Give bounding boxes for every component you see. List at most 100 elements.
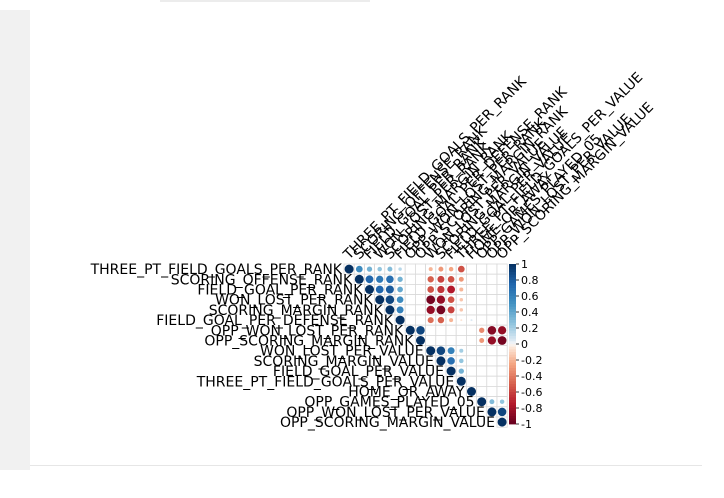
colorbar-tick-label: -0.4 bbox=[521, 370, 542, 383]
top-divider bbox=[160, 0, 370, 2]
row-label: HOME_OR_AWAY bbox=[348, 385, 465, 401]
colorbar-tick-label: 0.8 bbox=[521, 274, 539, 287]
row-label: FIELD_GOAL_PER_VALUE bbox=[273, 364, 444, 380]
colorbar-segment bbox=[509, 400, 516, 404]
grid-cell bbox=[486, 385, 498, 397]
correlation-circle bbox=[398, 267, 402, 271]
grid-cell bbox=[476, 314, 488, 326]
colorbar-segment bbox=[509, 330, 516, 334]
grid-cell bbox=[496, 263, 508, 275]
grid-cell bbox=[455, 334, 467, 346]
colorbar-segment bbox=[509, 346, 516, 350]
grid-cell bbox=[496, 314, 508, 326]
correlation-circle bbox=[459, 348, 464, 353]
grid-cell bbox=[414, 304, 426, 316]
colorbar-segment bbox=[509, 368, 516, 372]
grid-cell bbox=[496, 294, 508, 306]
row-label: OPP_SCORING_MARGIN_VALUE bbox=[280, 415, 495, 431]
grid-cell bbox=[496, 283, 508, 295]
colorbar-segment bbox=[509, 392, 516, 396]
column-labels: THREE_PT_FIELD_GOALS_PER_RANKSCORING_OFF… bbox=[340, 69, 657, 263]
correlation-circle bbox=[456, 376, 466, 386]
colorbar-segment bbox=[509, 394, 516, 398]
grid-cell bbox=[445, 334, 457, 346]
correlation-circle bbox=[436, 305, 446, 315]
grid-cell bbox=[486, 304, 498, 316]
grid-cell bbox=[404, 263, 416, 275]
correlation-circle bbox=[375, 295, 385, 305]
grid-cell bbox=[465, 375, 477, 387]
grid-cell bbox=[414, 294, 426, 306]
correlation-circle bbox=[470, 319, 473, 322]
correlation-circle bbox=[416, 326, 425, 335]
row-label: FIELD_GOAL_PER_RANK bbox=[197, 283, 363, 299]
correlation-circle bbox=[438, 266, 444, 272]
colorbar-segment bbox=[509, 384, 516, 388]
grid-cell bbox=[425, 324, 437, 336]
row-label: WON_LOST_PER_VALUE bbox=[260, 344, 424, 360]
colorbar-segment bbox=[509, 274, 516, 278]
colorbar-segment bbox=[509, 362, 516, 366]
grid-cell bbox=[414, 283, 426, 295]
correlation-circle bbox=[489, 399, 495, 405]
row-label: OPP_GAMES_PLAYED_05 bbox=[304, 395, 474, 411]
grid-cell bbox=[486, 375, 498, 387]
correlation-circle bbox=[426, 305, 435, 315]
correlation-circle bbox=[375, 285, 384, 294]
correlation-circle bbox=[426, 346, 436, 356]
colorbar-tick-label: -0.8 bbox=[521, 402, 542, 415]
correlation-circle bbox=[427, 286, 435, 293]
correlation-circle bbox=[459, 287, 464, 292]
grid-cell bbox=[476, 294, 488, 306]
correlation-circle bbox=[344, 264, 354, 274]
correlation-circle bbox=[477, 397, 487, 407]
correlation-circle bbox=[405, 325, 415, 335]
colorbar-segment bbox=[509, 354, 516, 358]
grid-cell bbox=[445, 324, 457, 336]
correlation-circle bbox=[459, 358, 464, 364]
grid-cell bbox=[486, 355, 498, 367]
grid-cell bbox=[476, 263, 488, 275]
colorbar-segment bbox=[509, 269, 516, 273]
colorbar-tick-label: 0.2 bbox=[521, 322, 539, 335]
colorbar-segment bbox=[509, 298, 516, 302]
correlation-circle bbox=[397, 276, 403, 282]
grid-cell bbox=[425, 334, 437, 346]
correlation-circle bbox=[386, 275, 394, 284]
correlation-circle bbox=[447, 357, 455, 365]
colorbar-segment bbox=[509, 282, 516, 286]
correlation-circle bbox=[497, 417, 507, 427]
grid-cell bbox=[476, 365, 488, 377]
correlation-circle bbox=[499, 399, 505, 404]
grid-cell bbox=[486, 365, 498, 377]
colorbar-segment bbox=[509, 402, 516, 406]
correlation-circle bbox=[447, 347, 455, 355]
colorbar-segment bbox=[509, 333, 516, 337]
grid-cell bbox=[465, 304, 477, 316]
correlation-circle bbox=[387, 266, 393, 272]
colorbar-segment bbox=[509, 309, 516, 313]
correlation-circle bbox=[427, 317, 434, 324]
correlation-circle bbox=[355, 265, 363, 273]
colorbar-segment bbox=[509, 264, 516, 268]
colorbar-tick-label: -0.2 bbox=[521, 354, 542, 367]
correlation-circle bbox=[437, 285, 445, 294]
correlation-circle bbox=[479, 338, 485, 343]
colorbar-segment bbox=[509, 296, 516, 300]
correlation-circle bbox=[447, 296, 455, 304]
colorbar-segment bbox=[509, 408, 516, 412]
grid-cell bbox=[404, 294, 416, 306]
colorbar-tick-label: 0.6 bbox=[521, 290, 539, 303]
colorbar-segment bbox=[509, 360, 516, 364]
correlation-circle bbox=[467, 387, 476, 396]
colorbar-segment bbox=[509, 341, 516, 345]
colorbar-segment bbox=[509, 405, 516, 409]
colorbar-segment bbox=[509, 290, 516, 294]
grid-cell bbox=[496, 365, 508, 377]
row-label: OPP_SCORING_MARGIN_RANK bbox=[204, 334, 414, 350]
colorbar-segment bbox=[509, 320, 516, 324]
grid-cell bbox=[465, 355, 477, 367]
grid-cell bbox=[496, 375, 508, 387]
colorbar-segment bbox=[509, 317, 516, 321]
row-label: SCORING_MARGIN_RANK bbox=[209, 303, 384, 319]
